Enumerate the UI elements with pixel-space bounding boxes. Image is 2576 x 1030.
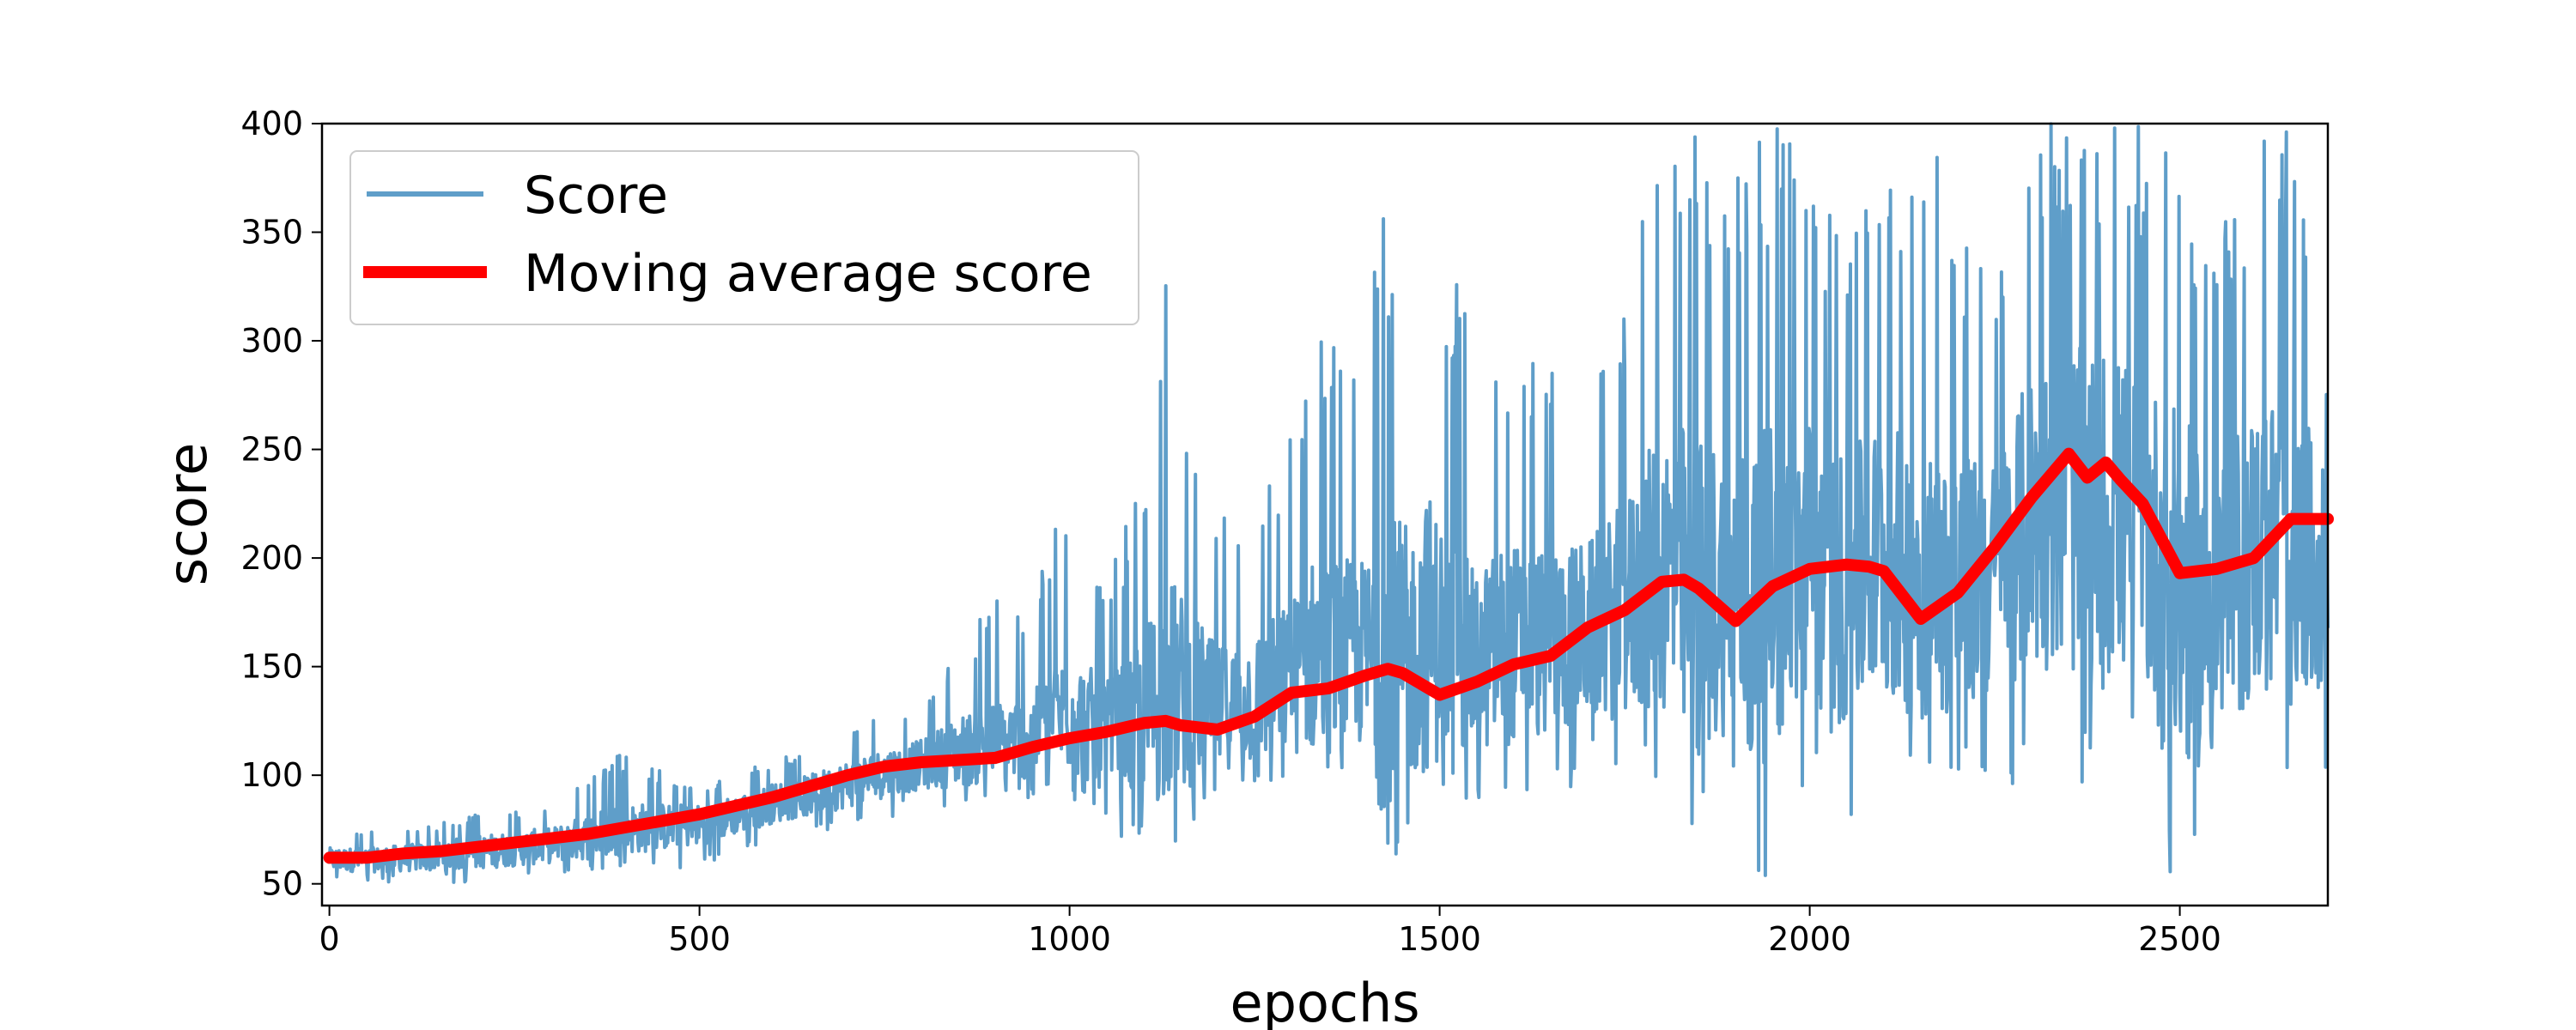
x-tick-label: 0 — [319, 920, 340, 958]
y-tick-label: 300 — [240, 322, 303, 360]
score-series — [327, 122, 2330, 884]
score-line — [327, 122, 2330, 884]
moving-average-line — [323, 447, 2334, 864]
x-tick-label: 500 — [668, 920, 731, 958]
y-axis-ticks: 50 100 150 200 250 300 350 400 — [240, 105, 322, 903]
y-tick-label: 350 — [240, 214, 303, 251]
x-tick-label: 2500 — [2138, 920, 2221, 958]
y-tick-label: 100 — [240, 756, 303, 794]
y-tick-label: 400 — [240, 105, 303, 142]
y-tick-label: 250 — [240, 431, 303, 469]
moving-average-series — [323, 447, 2334, 864]
x-axis-ticks: 0 500 1000 1500 2000 2500 — [319, 906, 2221, 958]
x-tick-label: 2000 — [1768, 920, 1851, 958]
y-tick-label: 200 — [240, 539, 303, 577]
x-axis-title: epochs — [1230, 972, 1419, 1030]
y-tick-label: 150 — [240, 648, 303, 686]
legend-moving-average-label: Moving average score — [524, 244, 1092, 304]
legend-box — [349, 150, 1139, 325]
legend-score-label: Score — [524, 166, 668, 226]
x-tick-label: 1500 — [1398, 920, 1481, 958]
legend: Score Moving average score — [349, 150, 1139, 325]
y-axis-title: score — [156, 443, 219, 586]
plot-frame — [320, 122, 2330, 907]
x-tick-label: 1000 — [1028, 920, 1111, 958]
y-tick-label: 50 — [262, 865, 303, 903]
